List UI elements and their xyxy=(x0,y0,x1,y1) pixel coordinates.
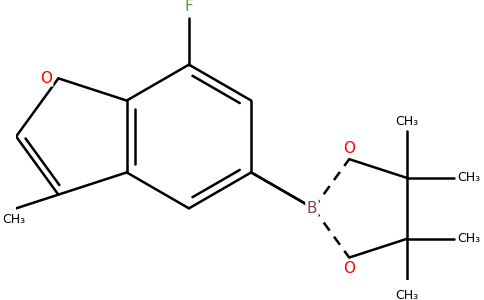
Text: O: O xyxy=(343,141,355,156)
Text: O: O xyxy=(41,71,53,86)
Text: CH₃: CH₃ xyxy=(395,115,419,128)
Text: CH₃: CH₃ xyxy=(395,289,419,300)
Text: O: O xyxy=(343,261,355,276)
Text: CH₃: CH₃ xyxy=(2,213,26,226)
Text: CH₃: CH₃ xyxy=(457,232,481,245)
Text: B: B xyxy=(307,201,317,216)
Text: CH₃: CH₃ xyxy=(457,171,481,184)
Text: F: F xyxy=(184,0,193,14)
